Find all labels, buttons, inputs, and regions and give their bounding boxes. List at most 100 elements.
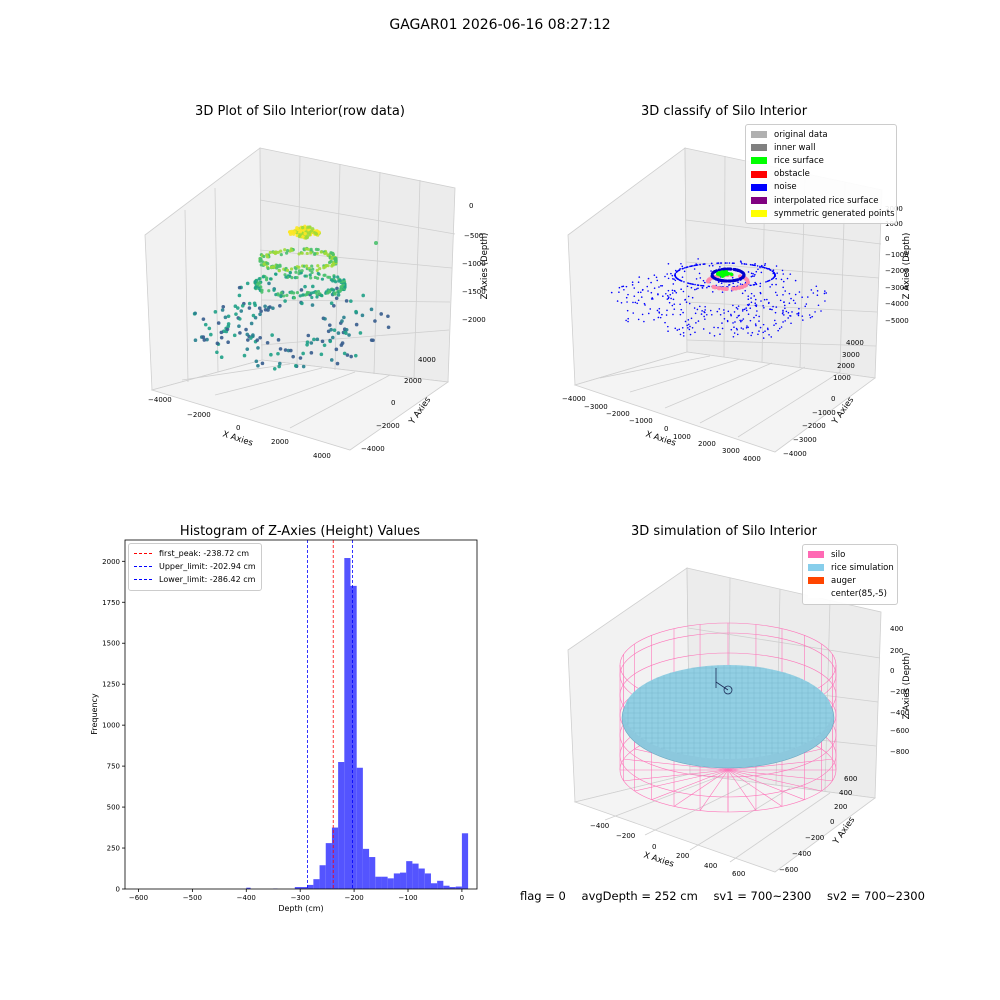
scatter-point xyxy=(274,293,278,297)
scatter-point xyxy=(783,301,785,303)
scatter-point xyxy=(257,286,261,291)
panel1-xtick: 2000 xyxy=(271,438,289,446)
scatter-point xyxy=(651,298,654,300)
scatter-point xyxy=(704,305,706,308)
legend-label: silo xyxy=(831,549,846,560)
legend-line xyxy=(134,566,152,568)
scatter-point xyxy=(225,327,230,332)
scatter-point xyxy=(265,261,269,265)
scatter-point xyxy=(661,284,664,287)
legend-label: Lower_limit: -286.42 cm xyxy=(159,575,256,585)
scatter-point xyxy=(777,329,779,332)
histogram-frame xyxy=(124,539,478,890)
scatter-point xyxy=(680,279,682,282)
sv1-text: sv1 = 700~2300 xyxy=(713,889,812,903)
scatter-point xyxy=(234,312,238,316)
scatter-point xyxy=(293,364,298,368)
scatter-point xyxy=(694,283,696,286)
panel4-xtick: 0 xyxy=(652,843,656,851)
scatter-point xyxy=(292,296,297,300)
scatter-point xyxy=(678,328,681,331)
scatter-point xyxy=(259,263,263,267)
scatter-point xyxy=(279,252,283,257)
scatter-point xyxy=(667,325,669,328)
scatter-point xyxy=(709,309,712,312)
scatter-point xyxy=(685,301,688,303)
histogram-bar xyxy=(325,843,332,889)
scatter-point xyxy=(768,301,770,304)
scatter-point xyxy=(667,296,670,298)
scatter-point xyxy=(736,308,739,310)
scatter-point xyxy=(773,272,775,274)
panel4-3d-simulation: −400 −200 0 200 400 600 −600 −400 −200 0… xyxy=(567,567,912,878)
scatter-point xyxy=(309,251,313,255)
scatter-point xyxy=(284,275,288,279)
histogram-bar xyxy=(294,887,301,889)
scatter-point xyxy=(313,275,317,280)
scatter-point xyxy=(693,268,696,270)
legend-swatch xyxy=(751,131,767,139)
scatter-point xyxy=(710,270,712,272)
scatter-point xyxy=(693,307,696,309)
scatter-point xyxy=(762,323,765,326)
scatter-point xyxy=(682,335,685,337)
scatter-point xyxy=(721,322,723,324)
histogram-bar xyxy=(418,868,425,889)
scatter-point xyxy=(626,301,628,303)
scatter-point xyxy=(295,291,300,295)
scatter-point xyxy=(692,283,695,286)
scatter-point xyxy=(808,314,811,316)
scatter-point xyxy=(255,282,260,286)
scatter-point xyxy=(371,338,375,343)
scatter-point xyxy=(740,327,743,329)
scatter-point xyxy=(705,313,708,316)
scatter-point xyxy=(636,302,639,305)
scatter-point xyxy=(719,333,721,336)
scatter-point xyxy=(305,251,309,256)
scatter-point xyxy=(798,307,800,310)
panel1-back-pane-left xyxy=(144,147,263,391)
scatter-point xyxy=(680,262,682,265)
scatter-point xyxy=(331,279,335,283)
scatter-point xyxy=(309,276,313,280)
scatter-point xyxy=(315,295,319,299)
scatter-point xyxy=(264,278,269,282)
scatter-point xyxy=(329,327,333,332)
scatter-point xyxy=(260,361,265,366)
panel2-ztick: −1000 xyxy=(885,251,909,259)
rice-surface xyxy=(621,665,835,769)
scatter-point xyxy=(671,304,674,307)
scatter-point xyxy=(226,314,231,319)
status-footer: flag = 0 avgDepth = 252 cm sv1 = 700~230… xyxy=(520,889,925,903)
scatter-point xyxy=(710,313,713,316)
scatter-point xyxy=(319,250,323,254)
scatter-point xyxy=(704,311,706,314)
scatter-point xyxy=(766,280,769,283)
scatter-point xyxy=(750,292,753,295)
scatter-point xyxy=(778,327,781,330)
scatter-point xyxy=(660,284,662,287)
scatter-point xyxy=(689,265,691,268)
scatter-point xyxy=(643,320,645,323)
scatter-point xyxy=(788,302,791,304)
scatter-point xyxy=(776,294,778,296)
scatter-point xyxy=(674,327,677,330)
scatter-point xyxy=(339,343,344,347)
histogram-bar xyxy=(381,876,388,889)
histogram-xtick-label: −200 xyxy=(344,894,363,902)
scatter-point xyxy=(687,295,690,298)
scatter-point xyxy=(742,308,744,311)
scatter-point xyxy=(747,326,749,329)
scatter-point xyxy=(691,326,694,329)
scatter-point xyxy=(342,315,346,320)
scatter-point xyxy=(758,330,760,332)
scatter-point xyxy=(733,311,736,313)
scatter-point xyxy=(306,333,311,338)
scatter-point xyxy=(223,315,228,320)
scatter-point xyxy=(201,317,206,321)
scatter-point xyxy=(737,285,742,290)
scatter-point xyxy=(763,298,766,301)
scatter-point xyxy=(680,288,682,291)
scatter-point xyxy=(260,290,264,294)
scatter-point xyxy=(751,264,754,266)
